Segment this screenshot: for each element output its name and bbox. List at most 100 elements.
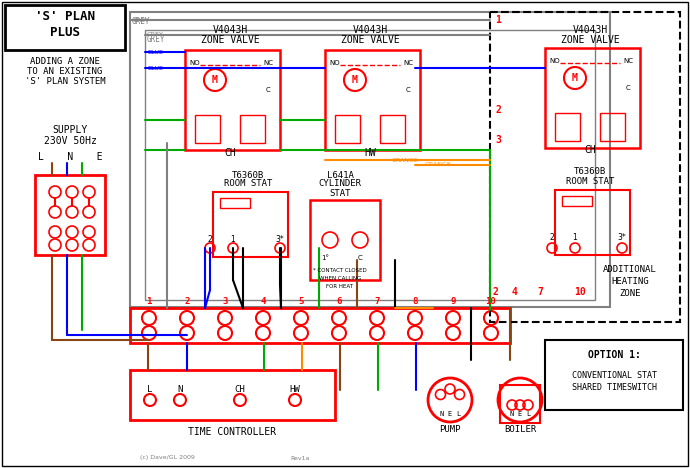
Text: T6360B: T6360B xyxy=(574,168,606,176)
Text: TIME CONTROLLER: TIME CONTROLLER xyxy=(188,427,276,437)
Bar xyxy=(35,175,105,255)
Text: 3*: 3* xyxy=(618,234,627,242)
Text: NC: NC xyxy=(403,60,413,66)
Bar xyxy=(145,30,595,300)
Text: ADDING A ZONE: ADDING A ZONE xyxy=(30,58,100,66)
Text: T6360B: T6360B xyxy=(232,170,264,180)
Text: C: C xyxy=(357,255,362,261)
Bar xyxy=(600,113,625,141)
Text: 2: 2 xyxy=(208,235,213,244)
Text: ORANGE: ORANGE xyxy=(392,158,419,162)
Text: ZONE VALVE: ZONE VALVE xyxy=(201,35,259,45)
Text: HW: HW xyxy=(364,148,376,158)
Text: (c) Dave/GL 2009: (c) Dave/GL 2009 xyxy=(140,455,195,461)
Bar xyxy=(185,50,280,150)
Text: NC: NC xyxy=(623,58,633,64)
Text: V4043H: V4043H xyxy=(353,25,388,35)
Text: PLUS: PLUS xyxy=(50,25,80,38)
Text: CYLINDER: CYLINDER xyxy=(319,180,362,189)
Text: N: N xyxy=(440,411,444,417)
Bar xyxy=(490,12,680,322)
Text: 4: 4 xyxy=(512,287,518,297)
Text: 'S' PLAN SYSTEM: 'S' PLAN SYSTEM xyxy=(25,78,106,87)
Text: M: M xyxy=(212,75,218,85)
Text: V4043H: V4043H xyxy=(573,25,608,35)
Text: ORANGE: ORANGE xyxy=(425,162,452,168)
Text: GREY: GREY xyxy=(147,32,164,37)
Text: 10: 10 xyxy=(574,287,586,297)
Bar xyxy=(500,385,540,423)
Text: GREY: GREY xyxy=(133,17,150,22)
Text: CH: CH xyxy=(584,145,596,155)
Text: ADDITIONAL: ADDITIONAL xyxy=(603,265,657,275)
Text: NO: NO xyxy=(190,60,200,66)
Bar xyxy=(310,200,380,280)
Bar xyxy=(562,196,592,206)
Text: WHEN CALLING: WHEN CALLING xyxy=(319,276,361,280)
Text: L: L xyxy=(526,411,530,417)
Bar xyxy=(555,190,630,255)
Text: L: L xyxy=(456,411,460,417)
Text: BLUE: BLUE xyxy=(147,66,163,71)
Bar xyxy=(545,48,640,148)
Text: 2: 2 xyxy=(492,287,498,297)
Text: 1: 1 xyxy=(146,298,152,307)
Text: 3: 3 xyxy=(495,135,501,145)
Text: SHARED TIMESWITCH: SHARED TIMESWITCH xyxy=(571,383,656,393)
Text: ZONE VALVE: ZONE VALVE xyxy=(341,35,400,45)
Text: CH: CH xyxy=(224,148,236,158)
Text: 2: 2 xyxy=(550,234,554,242)
Bar xyxy=(325,50,420,150)
Text: N: N xyxy=(177,386,183,395)
Text: 8: 8 xyxy=(413,298,417,307)
Text: 'S' PLAN: 'S' PLAN xyxy=(35,10,95,23)
Text: NC: NC xyxy=(263,60,273,66)
Text: M: M xyxy=(572,73,578,83)
Text: * CONTACT CLOSED: * CONTACT CLOSED xyxy=(313,268,367,272)
Text: 1: 1 xyxy=(495,15,501,25)
Text: 2: 2 xyxy=(184,298,190,307)
Text: NO: NO xyxy=(330,60,340,66)
Text: 230V 50Hz: 230V 50Hz xyxy=(43,136,97,146)
Text: HEATING: HEATING xyxy=(611,278,649,286)
Text: ROOM STAT: ROOM STAT xyxy=(224,180,272,189)
Text: CONVENTIONAL STAT: CONVENTIONAL STAT xyxy=(571,371,656,380)
Text: 6: 6 xyxy=(336,298,342,307)
Text: 7: 7 xyxy=(374,298,380,307)
Text: ROOM STAT: ROOM STAT xyxy=(566,176,614,185)
Text: 3*: 3* xyxy=(275,235,284,244)
Text: 1: 1 xyxy=(573,234,578,242)
Text: 9: 9 xyxy=(451,298,455,307)
Text: BOILER: BOILER xyxy=(504,425,536,434)
Bar xyxy=(220,198,250,208)
Text: E: E xyxy=(448,411,452,417)
Text: PUMP: PUMP xyxy=(440,425,461,434)
Text: 1: 1 xyxy=(230,235,235,244)
Text: E: E xyxy=(518,411,522,417)
Text: NO: NO xyxy=(550,58,560,64)
Text: OPTION 1:: OPTION 1: xyxy=(588,350,640,360)
Text: GREY: GREY xyxy=(132,17,150,27)
Text: 4: 4 xyxy=(260,298,266,307)
Text: BLUE: BLUE xyxy=(147,50,163,54)
Text: GREY: GREY xyxy=(147,36,166,44)
Text: N: N xyxy=(510,411,514,417)
Text: ZONE: ZONE xyxy=(619,290,641,299)
Text: C: C xyxy=(626,85,631,91)
Text: L: L xyxy=(147,386,152,395)
Text: HW: HW xyxy=(290,386,300,395)
Bar xyxy=(545,340,683,410)
Text: 7: 7 xyxy=(537,287,543,297)
Text: Rev1a: Rev1a xyxy=(290,455,310,461)
Bar xyxy=(5,5,125,50)
Text: M: M xyxy=(352,75,358,85)
Text: 2: 2 xyxy=(495,105,501,115)
Text: 1°: 1° xyxy=(321,255,329,261)
Bar xyxy=(130,370,335,420)
Text: SUPPLY: SUPPLY xyxy=(52,125,88,135)
Text: STAT: STAT xyxy=(329,189,351,197)
Text: 5: 5 xyxy=(298,298,304,307)
Text: FOR HEAT: FOR HEAT xyxy=(326,284,353,288)
Text: CH: CH xyxy=(235,386,246,395)
Text: TO AN EXISTING: TO AN EXISTING xyxy=(28,67,103,76)
